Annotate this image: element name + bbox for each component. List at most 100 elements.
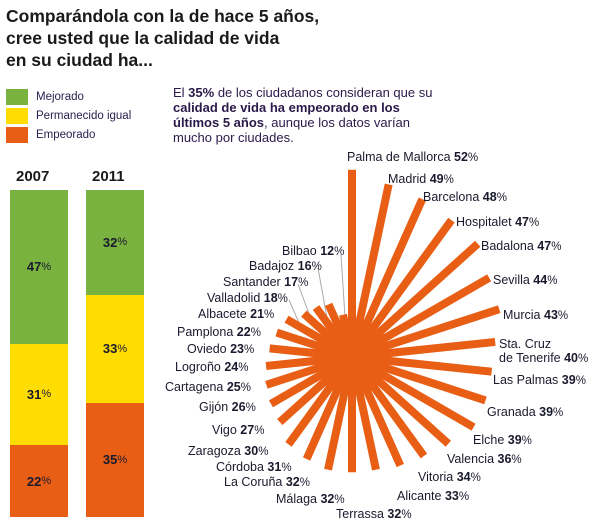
city-value: 17: [280, 275, 299, 289]
city-value: 44: [529, 273, 548, 287]
bar-segment-mejorado: 47%: [10, 190, 68, 344]
radial-bar: [350, 353, 487, 405]
city-label: Las Palmas 39%: [493, 373, 586, 387]
year-label-2007: 2007: [16, 168, 50, 185]
bar-segment-mejorado: 32%: [86, 190, 144, 295]
city-value: 39: [504, 433, 522, 447]
bar-segment-permanecido-igual: 33%: [86, 294, 144, 403]
city-label: Oviedo 23%: [187, 342, 255, 356]
city-name: Palma de Mallorca: [347, 150, 451, 164]
city-name: Pamplona: [177, 325, 234, 339]
city-label: Badalona 47%: [481, 239, 562, 253]
radial-bar: [349, 353, 476, 431]
radial-bar: [348, 183, 393, 358]
city-value: 33: [441, 489, 459, 503]
city-label: Valladolid 18%: [207, 291, 288, 305]
city-label: Logroño 24%: [175, 360, 249, 374]
data-label: 47: [26, 259, 42, 275]
city-name: Logroño: [175, 360, 221, 374]
city-name: Albacete: [198, 307, 247, 321]
data-label: 22: [26, 473, 42, 489]
city-value: 39: [535, 405, 554, 419]
city-value: 21: [246, 307, 265, 321]
city-name: Oviedo: [187, 342, 227, 356]
city-label: Pamplona 22%: [177, 325, 261, 339]
city-label: Córdoba 31%: [216, 460, 292, 474]
city-name: Zaragoza: [188, 444, 241, 458]
legend-swatch: [6, 107, 28, 124]
city-value: 32: [282, 475, 300, 489]
year-label-2011: 2011: [92, 168, 125, 185]
city-value: 39: [558, 373, 576, 387]
city-name: Badalona: [481, 239, 534, 253]
city-name: Gijón: [199, 400, 229, 414]
radial-bar: [350, 305, 501, 361]
city-value: 16: [294, 259, 312, 273]
city-value: 31: [263, 460, 282, 474]
data-label: 31: [26, 386, 42, 402]
city-name: Hospitalet: [456, 215, 512, 229]
city-label: Alicante 33%: [397, 489, 470, 503]
city-name: Bilbao: [282, 244, 317, 258]
city-value: 18: [260, 291, 278, 305]
city-label: Bilbao 12%: [282, 244, 345, 258]
legend-item-mejorado: Mejorado: [6, 87, 131, 106]
city-value: 48: [479, 190, 497, 204]
city-name: Las Palmas: [493, 373, 559, 387]
city-label: Murcia 43%: [503, 308, 569, 322]
city-value: 36: [494, 452, 512, 466]
city-name: Madrid: [388, 172, 427, 186]
city-value: 32: [383, 507, 402, 521]
radial-bar: [351, 337, 496, 361]
city-value: 32: [317, 492, 335, 506]
radial-bar: [351, 353, 493, 376]
city-name: Valencia: [447, 452, 495, 466]
city-label: Terrassa 32%: [336, 507, 412, 521]
data-label: 32: [102, 234, 118, 250]
city-label: Hospitalet 47%: [456, 215, 540, 229]
city-value: 40: [560, 351, 579, 365]
city-label: Sta. Cruz de Tenerife 40%: [499, 337, 589, 365]
description: El 35% de los ciudadanos consideran que …: [173, 85, 433, 145]
city-label: Palma de Mallorca 52%: [347, 150, 479, 164]
city-name: Málaga: [276, 492, 317, 506]
city-label: Sevilla 44%: [493, 273, 558, 287]
city-value: 25: [223, 380, 241, 394]
legend-swatch: [6, 88, 28, 105]
city-label: Zaragoza 30%: [188, 444, 269, 458]
city-value: 34: [453, 470, 471, 484]
city-label: Madrid 49%: [388, 172, 454, 186]
city-value: 49: [426, 172, 444, 186]
legend-swatch: [6, 126, 28, 143]
city-name: Santander: [223, 275, 281, 289]
city-label: Barcelona 48%: [423, 190, 507, 204]
legend-item-igual: Permanecido igual: [6, 106, 131, 125]
city-value: 23: [226, 342, 244, 356]
city-name: Sta. Cruz de Tenerife: [499, 337, 561, 365]
city-name: Terrassa: [336, 507, 384, 521]
city-label: Vitoria 34%: [418, 470, 481, 484]
city-label: Elche 39%: [473, 433, 532, 447]
data-label: 33: [102, 341, 118, 357]
city-name: Sevilla: [493, 273, 530, 287]
city-name: Elche: [473, 433, 505, 447]
city-value: 26: [228, 400, 246, 414]
city-label: Vigo 27%: [212, 423, 265, 437]
leader-line: [288, 299, 301, 326]
leader-line: [317, 267, 328, 319]
radial-bar: [349, 274, 492, 361]
city-label: Santander 17%: [223, 275, 309, 289]
bar-segment-empeorado: 35%: [86, 402, 144, 517]
city-label: Granada 39%: [487, 405, 564, 419]
city-name: Cartagena: [165, 380, 224, 394]
city-value: 47: [511, 215, 529, 229]
city-label: Cartagena 25%: [165, 380, 251, 394]
city-label: Albacete 21%: [198, 307, 275, 321]
radial-bar: [348, 197, 426, 359]
city-name: Valladolid: [207, 291, 261, 305]
city-value: 43: [540, 308, 558, 322]
city-label: Gijón 26%: [199, 400, 256, 414]
city-value: 30: [240, 444, 259, 458]
data-label: 35: [102, 452, 118, 468]
city-name: Alicante: [397, 489, 442, 503]
